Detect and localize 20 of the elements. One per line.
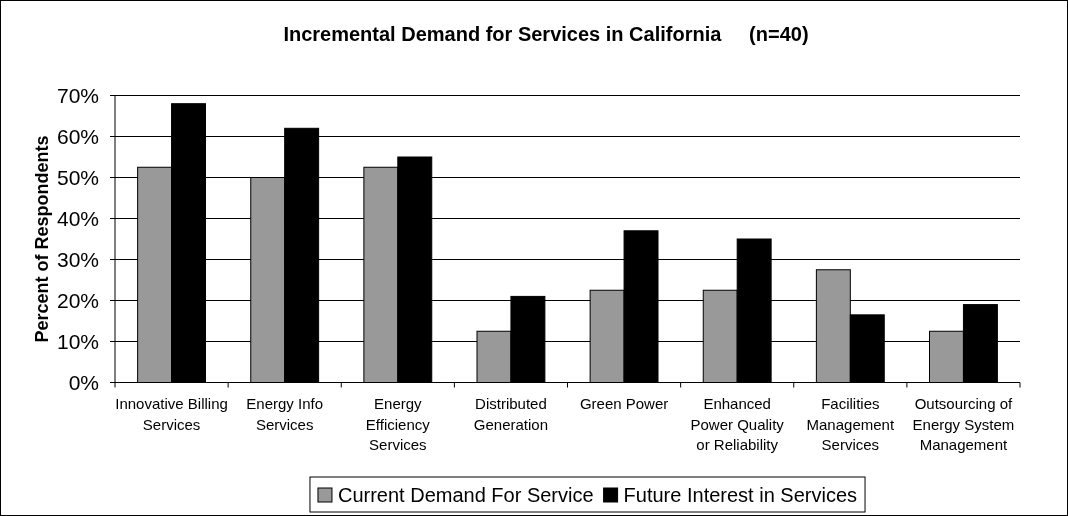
x-tick-label: Innovative Billing Services xyxy=(115,395,228,433)
x-tick-label: Green Power xyxy=(579,395,669,412)
y-axis-title: Percent of Respondents xyxy=(32,135,53,343)
legend-label: Current Demand For Service xyxy=(337,484,594,506)
y-tick-label: 70% xyxy=(56,84,99,108)
y-tick-label: 10% xyxy=(56,330,99,354)
y-tick-label: 30% xyxy=(56,248,99,272)
x-tick-label: Distributed Generation xyxy=(473,395,549,433)
y-tick-label: 40% xyxy=(56,207,99,231)
x-tick-label: Energy Efficiency Services xyxy=(365,395,431,454)
y-tick-label: 0% xyxy=(68,371,99,395)
y-tick-label: 60% xyxy=(56,125,99,149)
x-tick-label: Outsourcing of Energy System Management xyxy=(912,395,1015,454)
chart-title: Incremental Demand for Services in California (n=40) xyxy=(283,23,809,45)
y-tick-label: 50% xyxy=(56,166,99,190)
x-tick-label: Facilities Management Services xyxy=(806,395,895,454)
y-tick-label: 20% xyxy=(56,289,99,313)
x-tick-label: Enhanced Power Quality or Reliability xyxy=(690,395,785,454)
legend-label: Future Interest in Services xyxy=(623,484,858,506)
x-tick-label: Energy Info Services xyxy=(246,395,324,433)
